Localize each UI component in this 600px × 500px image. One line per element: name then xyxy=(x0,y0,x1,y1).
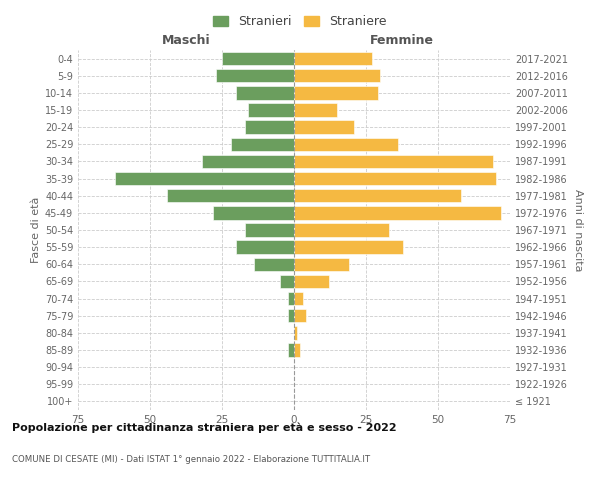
Bar xyxy=(288,309,294,322)
Bar xyxy=(294,309,305,322)
Bar xyxy=(294,292,302,306)
Legend: Stranieri, Straniere: Stranieri, Straniere xyxy=(209,11,391,32)
Bar xyxy=(236,240,294,254)
Bar xyxy=(294,154,493,168)
Y-axis label: Anni di nascita: Anni di nascita xyxy=(574,188,583,271)
Text: Femmine: Femmine xyxy=(370,34,434,46)
Bar xyxy=(245,224,294,236)
Bar xyxy=(248,104,294,117)
Bar xyxy=(294,104,337,117)
Bar xyxy=(214,206,294,220)
Bar xyxy=(294,52,372,66)
Bar xyxy=(294,326,297,340)
Bar xyxy=(294,172,496,186)
Bar xyxy=(202,154,294,168)
Bar xyxy=(222,52,294,66)
Bar xyxy=(245,120,294,134)
Bar xyxy=(167,189,294,202)
Bar xyxy=(294,258,349,271)
Bar xyxy=(294,69,380,82)
Bar xyxy=(294,224,389,236)
Bar xyxy=(236,86,294,100)
Bar xyxy=(115,172,294,186)
Bar xyxy=(288,344,294,356)
Text: COMUNE DI CESATE (MI) - Dati ISTAT 1° gennaio 2022 - Elaborazione TUTTITALIA.IT: COMUNE DI CESATE (MI) - Dati ISTAT 1° ge… xyxy=(12,455,370,464)
Bar xyxy=(294,206,502,220)
Y-axis label: Fasce di età: Fasce di età xyxy=(31,197,41,263)
Bar xyxy=(294,189,461,202)
Bar xyxy=(294,240,403,254)
Bar xyxy=(294,274,329,288)
Bar xyxy=(280,274,294,288)
Bar xyxy=(294,120,355,134)
Bar xyxy=(216,69,294,82)
Bar xyxy=(294,138,398,151)
Bar xyxy=(294,344,300,356)
Bar xyxy=(288,292,294,306)
Bar xyxy=(294,86,377,100)
Bar xyxy=(230,138,294,151)
Text: Popolazione per cittadinanza straniera per età e sesso - 2022: Popolazione per cittadinanza straniera p… xyxy=(12,422,397,433)
Bar xyxy=(254,258,294,271)
Text: Maschi: Maschi xyxy=(161,34,211,46)
